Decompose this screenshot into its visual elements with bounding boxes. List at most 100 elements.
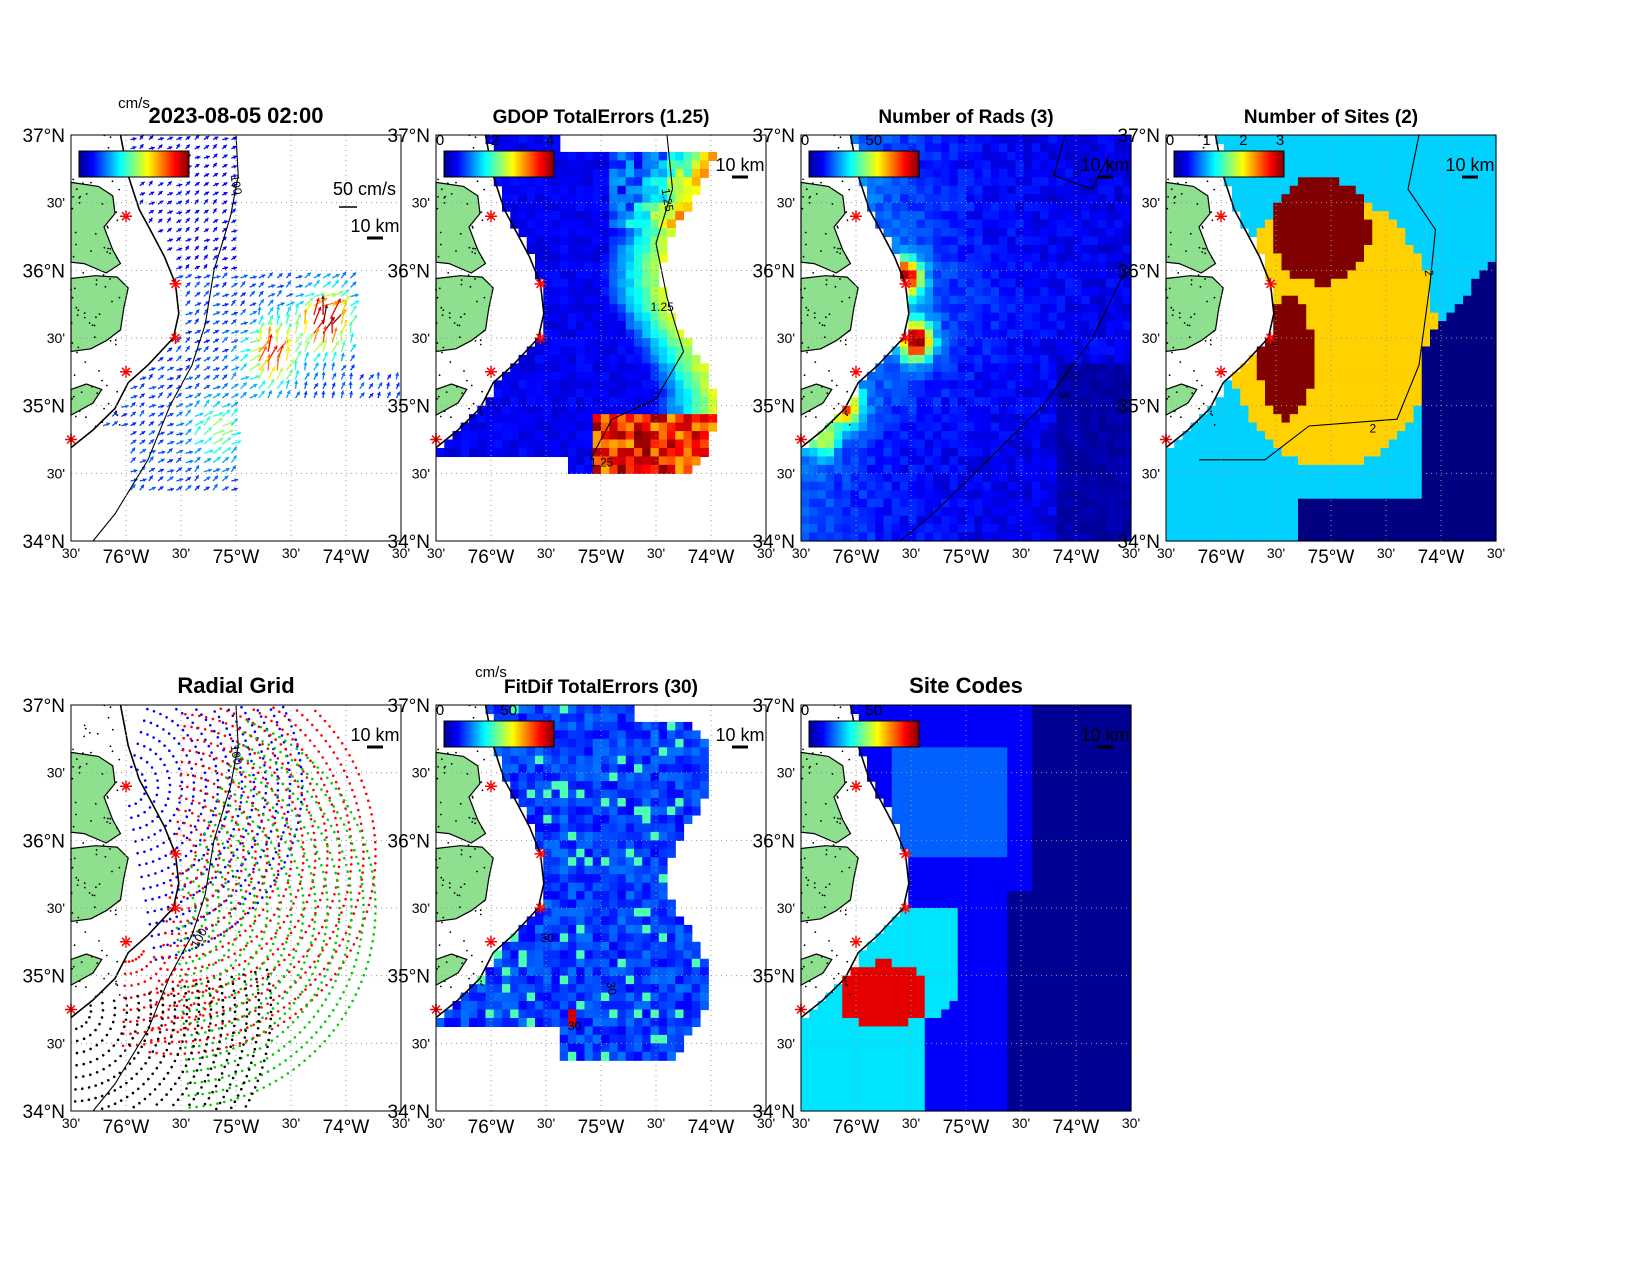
gdop-cell [592,295,602,305]
rads-cell [966,253,975,263]
rads-cell [982,397,992,407]
rads-cell [817,498,827,508]
sites-cell [1388,380,1398,390]
gdop-cell [658,456,668,466]
rads-cell [908,507,918,517]
sites-cell [1256,177,1266,187]
rads-cell [883,363,893,373]
sites-cell [1347,312,1357,322]
sites-cell [1421,405,1431,415]
sites-cell [1240,507,1250,517]
rads-cell [1048,481,1058,491]
gdop-cell [683,414,693,424]
fitdif-cell [691,789,701,799]
rads-cell [1065,464,1074,474]
sites-cell [1471,287,1481,297]
fitdif-cell [634,1009,643,1019]
sites-cell [1372,329,1382,339]
fitdif-cell [650,1034,660,1044]
rads-cell [900,270,909,280]
codes-cell [825,1094,835,1104]
rads-cell [999,354,1008,364]
sites-cell [1174,515,1184,525]
rads-cell [966,244,975,255]
rads-cell [924,168,934,178]
fitdif-cell [601,975,610,985]
sites-cell [1256,388,1266,398]
gdop-cell [691,363,701,373]
sites-cell [1347,185,1357,195]
sites-cell [1331,143,1340,153]
rads-cell [924,464,934,474]
sites-cell [1463,244,1472,255]
fitdif-cell [658,721,668,731]
rads-cell [974,261,984,271]
sites-cell [1273,481,1283,491]
rads-cell [1015,338,1025,348]
sites-cell [1421,515,1431,525]
gdop-cell [535,185,544,195]
rads-cell [1015,346,1025,356]
gdop-cell [609,295,619,305]
sites-cell [1364,202,1373,212]
gdop-cell [493,143,503,153]
rads-cell [1098,354,1107,364]
gdop-cell [592,151,602,161]
rads-cell [957,211,967,221]
fitdif-cell [650,1043,660,1053]
fitdif-cell [617,831,627,841]
gdop-cell [634,414,643,424]
rads-cell [1056,447,1066,458]
fitdif-cell [675,933,685,943]
rads-cell [1032,338,1041,348]
sites-cell [1331,312,1340,322]
fitdif-cell [617,891,627,901]
gdop-cell [683,464,693,474]
rads-cell [957,481,967,491]
gdop-cell [526,405,536,415]
gdop-cell [551,202,561,212]
fitdif-cell [535,992,544,1002]
rads-cell [1089,405,1099,415]
rads-cell [982,219,992,229]
fitdif-cell [601,857,610,867]
sites-cell [1289,143,1299,153]
sites-cell [1355,143,1365,153]
sites-cell [1421,185,1431,195]
fitdif-cell [551,823,561,833]
rads-cell [974,380,984,390]
fitdif-cell [667,755,676,765]
rads-cell [990,194,1000,204]
rads-cell [817,464,827,474]
sites-cell [1207,473,1217,483]
fitdif-cell [634,967,643,977]
rads-cell [1048,151,1058,161]
sites-cell [1339,287,1349,297]
gdop-cell [584,151,594,161]
gdop-cell [634,151,643,161]
fitdif-cell [584,789,594,799]
sites-cell [1273,304,1283,314]
sites-cell [1380,363,1390,373]
sites-cell [1380,202,1390,212]
rads-cell [949,524,959,534]
fitdif-cell [592,823,602,833]
sites-cell [1281,354,1291,364]
sites-cell [1364,354,1373,364]
sites-cell [1331,380,1340,390]
sites-cell [1314,185,1324,195]
sites-cell [1232,490,1241,500]
rads-cell [1015,481,1025,491]
rads-cell [933,160,942,170]
rads-cell [999,219,1008,229]
sites-cell [1232,202,1241,212]
fitdif-cell [601,1009,610,1019]
gdop-cell [634,211,643,221]
sites-cell [1463,456,1472,466]
fitdif-cell [551,764,561,774]
rads-cell [908,490,918,500]
sites-cell [1487,380,1497,390]
sites-cell [1397,287,1406,297]
rads-cell [1065,295,1074,305]
gdop-cell [601,388,610,398]
